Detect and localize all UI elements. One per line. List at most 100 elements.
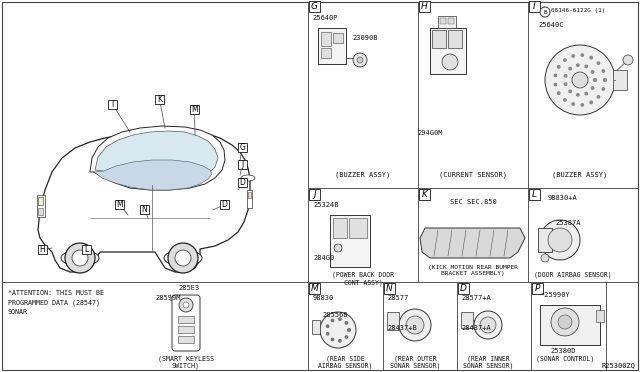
Text: 28437+A: 28437+A <box>461 325 491 331</box>
Text: 25640C: 25640C <box>538 22 563 28</box>
Circle shape <box>557 92 560 94</box>
FancyBboxPatch shape <box>172 295 200 351</box>
Ellipse shape <box>241 175 255 181</box>
Circle shape <box>357 57 363 63</box>
Circle shape <box>577 94 579 96</box>
Circle shape <box>554 83 557 86</box>
Text: (SONAR CONTROL): (SONAR CONTROL) <box>536 356 594 362</box>
Bar <box>190 105 199 114</box>
Circle shape <box>572 72 588 88</box>
Bar <box>238 160 247 169</box>
Circle shape <box>348 329 350 331</box>
Text: B: B <box>543 10 547 15</box>
Text: 28577: 28577 <box>387 295 408 301</box>
Bar <box>333 218 347 238</box>
Bar <box>440 18 446 24</box>
Circle shape <box>594 79 596 81</box>
Text: L: L <box>84 245 88 254</box>
Circle shape <box>585 93 588 95</box>
Polygon shape <box>420 228 525 258</box>
Circle shape <box>569 90 572 93</box>
Circle shape <box>175 250 191 266</box>
Circle shape <box>623 55 633 65</box>
Text: M: M <box>191 105 198 114</box>
Circle shape <box>604 79 606 81</box>
Circle shape <box>332 319 333 322</box>
Bar <box>178 336 194 343</box>
Text: 98830: 98830 <box>313 295 334 301</box>
Circle shape <box>334 244 342 252</box>
Circle shape <box>581 104 584 106</box>
Text: (REAR OUTER
SONAR SENSOR): (REAR OUTER SONAR SENSOR) <box>390 355 440 369</box>
Text: R25300ZQ: R25300ZQ <box>601 362 635 368</box>
Text: J: J <box>313 190 316 199</box>
Text: SEC SEC.850: SEC SEC.850 <box>450 199 497 205</box>
Circle shape <box>345 336 348 338</box>
Bar <box>38 208 43 215</box>
Bar <box>430 28 466 74</box>
Text: (KICK MOTION REAR BUMPER
BRACKET ASSEMBLY): (KICK MOTION REAR BUMPER BRACKET ASSEMBL… <box>428 265 518 276</box>
Bar <box>461 312 473 328</box>
Circle shape <box>551 308 579 336</box>
Ellipse shape <box>61 250 99 266</box>
Bar <box>248 192 251 198</box>
Text: 28577+A: 28577+A <box>461 295 491 301</box>
Text: (BUZZER ASSY): (BUZZER ASSY) <box>552 172 607 178</box>
Bar <box>330 215 370 267</box>
Bar <box>312 320 320 334</box>
Circle shape <box>326 333 329 335</box>
Circle shape <box>348 329 350 331</box>
Text: (BUZZER ASSY): (BUZZER ASSY) <box>335 172 390 178</box>
Bar <box>220 200 229 209</box>
Circle shape <box>591 71 594 73</box>
Bar <box>432 30 446 48</box>
Bar <box>309 1 320 12</box>
Circle shape <box>597 96 600 98</box>
Circle shape <box>480 317 496 333</box>
Bar <box>532 283 543 294</box>
Text: I: I <box>111 100 114 109</box>
Text: 294G0M: 294G0M <box>417 130 443 136</box>
Circle shape <box>591 87 594 89</box>
Circle shape <box>72 250 88 266</box>
Bar <box>333 33 343 43</box>
Circle shape <box>602 88 605 90</box>
Bar <box>38 197 43 205</box>
Circle shape <box>590 101 593 103</box>
Text: D: D <box>239 178 245 187</box>
Bar <box>387 312 399 330</box>
Bar <box>321 48 331 58</box>
Circle shape <box>399 309 431 341</box>
Text: L: L <box>532 190 537 199</box>
Text: K: K <box>422 190 428 199</box>
Polygon shape <box>90 126 225 190</box>
Bar <box>37 195 45 217</box>
Circle shape <box>602 70 605 72</box>
Bar <box>384 283 395 294</box>
Circle shape <box>339 318 341 320</box>
Text: J: J <box>241 160 244 169</box>
Text: 285568: 285568 <box>322 312 348 318</box>
Text: G: G <box>311 2 318 11</box>
Bar <box>108 100 117 109</box>
Circle shape <box>65 243 95 273</box>
Bar <box>238 178 247 187</box>
Bar <box>529 1 540 12</box>
Text: 25640P: 25640P <box>312 15 337 21</box>
Bar <box>155 95 164 104</box>
Circle shape <box>572 103 574 105</box>
Bar <box>178 326 194 333</box>
Circle shape <box>590 57 593 59</box>
Bar <box>529 189 540 200</box>
Circle shape <box>604 79 606 81</box>
Bar <box>596 310 604 322</box>
Circle shape <box>442 54 458 70</box>
Text: 284G0: 284G0 <box>313 255 334 261</box>
Circle shape <box>564 83 567 86</box>
Text: N: N <box>141 205 147 214</box>
Circle shape <box>540 220 580 260</box>
Bar <box>247 190 252 208</box>
Circle shape <box>572 55 574 57</box>
Bar <box>613 70 627 90</box>
Text: P: P <box>535 284 540 293</box>
